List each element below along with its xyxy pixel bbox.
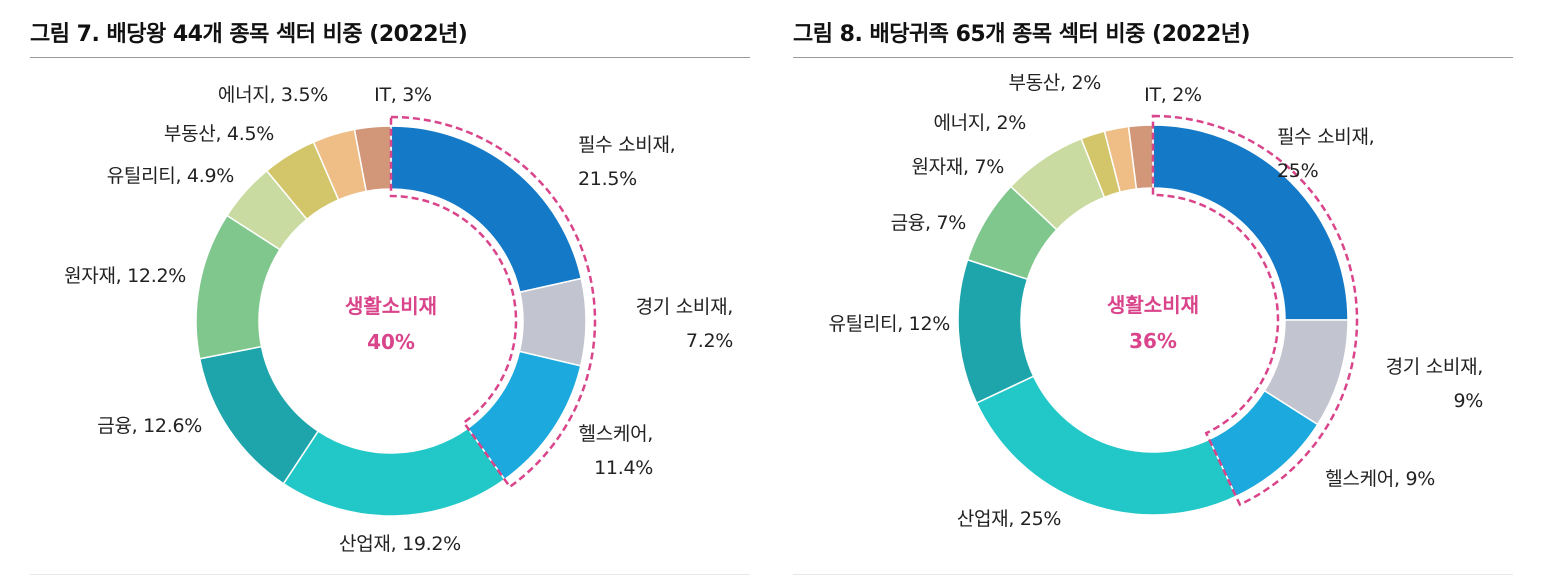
highlight-outline: [1151, 114, 1359, 507]
slice-label-경기-소비재: 경기 소비재, 7.2%: [636, 296, 733, 352]
slice-label-필수-소비재: 필수 소비재, 25%: [1277, 126, 1374, 182]
highlight-label: 생활소비재: [1107, 293, 1199, 317]
donut-chart: 생활소비재 36% 필수 소비재, 25% 경기 소비재, 9% 헬스케어, 9% 산업재, …: [828, 72, 1483, 530]
slice-필수-소비재: [1152, 124, 1349, 321]
slice-산업재: [282, 427, 506, 517]
chart-title: 그림 7. 배당왕 44개 종목 섹터 비중 (2022년): [30, 22, 468, 47]
slice-label-헬스케어: 헬스케어, 11.4%: [579, 423, 653, 479]
title-divider: [793, 57, 1513, 58]
slice-label-IT: IT, 2%: [1144, 84, 1202, 106]
bottom-divider: [793, 574, 1513, 575]
chart-panel-1: 그림 7. 배당왕 44개 종목 섹터 비중 (2022년) 생활소비재 40% 필…: [30, 0, 750, 580]
slice-유틸리티: [957, 258, 1035, 405]
slice-label-에너지: 에너지, 3.5%: [218, 84, 328, 106]
slice-label-부동산: 부동산, 2%: [1008, 72, 1101, 94]
slice-label-금융: 금융, 12.6%: [97, 415, 202, 437]
slice-label-필수-소비재: 필수 소비재, 21.5%: [578, 134, 675, 190]
title-divider: [30, 57, 750, 58]
slice-label-헬스케어: 헬스케어, 9%: [1325, 468, 1435, 490]
highlight-outline: [389, 115, 597, 489]
slice-경기-소비재: [518, 277, 587, 367]
chart-panel-2: 그림 8. 배당귀족 65개 종목 섹터 비중 (2022년) 생활소비재 36%…: [793, 0, 1513, 580]
slice-필수-소비재: [390, 125, 583, 294]
slice-label-경기-소비재: 경기 소비재, 9%: [1386, 356, 1483, 412]
slice-label-부동산: 부동산, 4.5%: [164, 123, 274, 145]
slice-label-산업재: 산업재, 25%: [957, 508, 1061, 530]
slice-label-금융: 금융, 7%: [891, 212, 966, 234]
slice-label-유틸리티: 유틸리티, 4.9%: [107, 165, 234, 187]
donut-chart: 생활소비재 40% 필수 소비재, 21.5% 경기 소비재, 7.2% 헬스케어, 11.4…: [64, 84, 733, 555]
chart-title: 그림 8. 배당귀족 65개 종목 섹터 비중 (2022년): [793, 22, 1251, 47]
slice-label-유틸리티: 유틸리티, 12%: [828, 313, 950, 335]
highlight-value: 36%: [1129, 329, 1177, 353]
slice-label-산업재: 산업재, 19.2%: [339, 533, 461, 555]
slice-label-원자재: 원자재, 12.2%: [64, 265, 186, 287]
slice-label-IT: IT, 3%: [374, 84, 432, 106]
highlight-label: 생활소비재: [345, 294, 437, 318]
slice-label-원자재: 원자재, 7%: [911, 156, 1004, 178]
bottom-divider: [30, 574, 750, 575]
highlight-value: 40%: [367, 330, 415, 354]
slice-label-에너지: 에너지, 2%: [933, 112, 1026, 134]
slice-산업재: [975, 375, 1238, 516]
